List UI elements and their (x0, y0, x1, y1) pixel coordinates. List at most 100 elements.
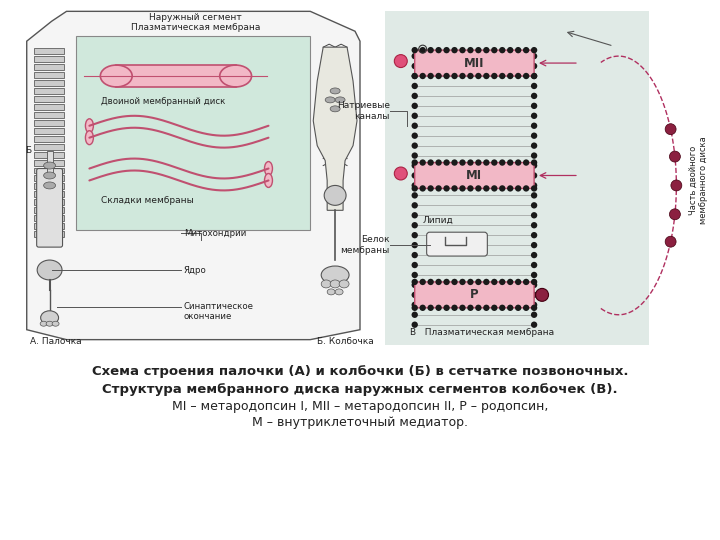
Circle shape (451, 73, 458, 79)
Circle shape (507, 47, 513, 53)
Circle shape (475, 279, 482, 285)
Circle shape (531, 123, 537, 129)
Circle shape (412, 159, 418, 166)
Text: M – внутриклеточный медиатор.: M – внутриклеточный медиатор. (252, 416, 468, 429)
Circle shape (412, 152, 418, 159)
Circle shape (420, 279, 426, 285)
Text: Ядро: Ядро (184, 266, 207, 274)
Circle shape (467, 305, 474, 311)
Circle shape (451, 305, 458, 311)
Circle shape (412, 262, 418, 268)
Circle shape (420, 185, 426, 192)
Circle shape (412, 183, 418, 188)
Circle shape (395, 167, 408, 180)
Circle shape (412, 192, 418, 199)
Polygon shape (27, 11, 360, 340)
Circle shape (395, 55, 408, 68)
Ellipse shape (40, 321, 47, 326)
Circle shape (507, 279, 513, 285)
Circle shape (523, 185, 529, 192)
Circle shape (531, 279, 537, 285)
Circle shape (475, 185, 482, 192)
Circle shape (428, 305, 434, 311)
Circle shape (459, 47, 466, 53)
Circle shape (531, 312, 537, 318)
Circle shape (499, 185, 505, 192)
Circle shape (475, 159, 482, 166)
Bar (34, 64, 63, 70)
Circle shape (531, 172, 537, 179)
Text: Структура мембранного диска наружных сегментов колбочек (В).: Структура мембранного диска наружных сег… (102, 383, 618, 396)
Circle shape (467, 73, 474, 79)
Circle shape (515, 305, 521, 311)
Text: Б. Колбочка: Б. Колбочка (318, 337, 374, 346)
Circle shape (412, 222, 418, 228)
Circle shape (467, 47, 474, 53)
Circle shape (483, 305, 490, 311)
Circle shape (444, 47, 450, 53)
Text: MI – метародопсин I, MII – метародопсин II, P – родопсин,: MI – метародопсин I, MII – метародопсин … (172, 400, 548, 413)
Circle shape (531, 302, 537, 308)
Circle shape (412, 132, 418, 139)
Circle shape (531, 321, 537, 328)
Circle shape (491, 305, 498, 311)
Circle shape (420, 305, 426, 311)
FancyBboxPatch shape (415, 163, 534, 188)
Circle shape (436, 279, 442, 285)
Circle shape (523, 305, 529, 311)
Circle shape (436, 185, 442, 192)
FancyBboxPatch shape (415, 282, 534, 308)
Ellipse shape (86, 131, 94, 145)
Circle shape (536, 288, 549, 301)
Bar (116, 65, 235, 87)
Circle shape (499, 279, 505, 285)
Circle shape (523, 159, 529, 166)
Circle shape (444, 279, 450, 285)
Circle shape (499, 305, 505, 311)
Circle shape (451, 279, 458, 285)
Circle shape (467, 279, 474, 285)
Circle shape (436, 47, 442, 53)
Circle shape (483, 279, 490, 285)
Circle shape (499, 73, 505, 79)
Text: Митохондрии: Митохондрии (184, 229, 246, 238)
Circle shape (412, 73, 418, 79)
Circle shape (412, 83, 418, 89)
Ellipse shape (325, 97, 335, 103)
Circle shape (428, 73, 434, 79)
Circle shape (412, 113, 418, 119)
Ellipse shape (44, 172, 55, 179)
Bar (34, 215, 63, 221)
Circle shape (412, 163, 418, 168)
Circle shape (531, 262, 537, 268)
Circle shape (670, 209, 680, 220)
Circle shape (531, 132, 537, 139)
Circle shape (531, 152, 537, 159)
Circle shape (531, 103, 537, 109)
Circle shape (412, 292, 418, 298)
FancyBboxPatch shape (37, 168, 63, 247)
Circle shape (483, 73, 490, 79)
Bar (385, 11, 649, 345)
Circle shape (670, 151, 680, 162)
Circle shape (665, 124, 676, 134)
Circle shape (428, 279, 434, 285)
Bar (34, 80, 63, 86)
Circle shape (451, 185, 458, 192)
Bar (34, 207, 63, 213)
Circle shape (523, 279, 529, 285)
Circle shape (531, 272, 537, 278)
Circle shape (475, 305, 482, 311)
Text: А. Палочка: А. Палочка (30, 337, 81, 346)
FancyBboxPatch shape (415, 50, 534, 76)
Circle shape (412, 73, 418, 79)
Bar (34, 199, 63, 205)
Circle shape (499, 159, 505, 166)
Circle shape (499, 47, 505, 53)
Bar (34, 152, 63, 158)
Circle shape (475, 47, 482, 53)
Circle shape (428, 185, 434, 192)
Ellipse shape (100, 65, 132, 87)
Ellipse shape (335, 289, 343, 295)
Circle shape (436, 73, 442, 79)
